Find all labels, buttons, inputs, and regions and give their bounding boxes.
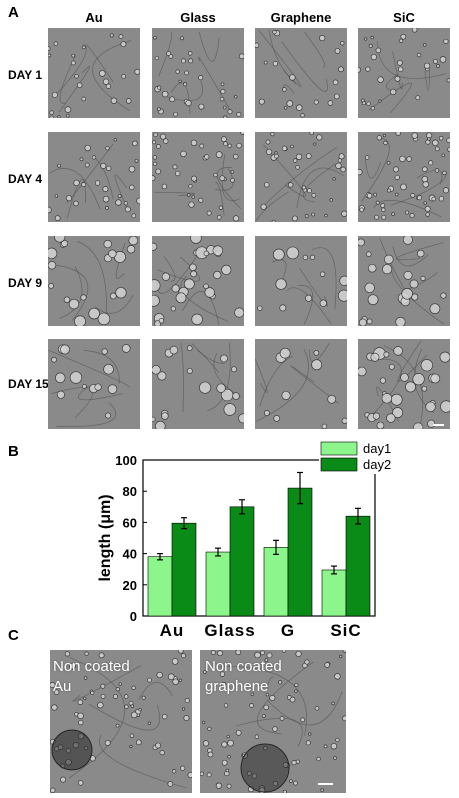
micrograph-noncoated-au bbox=[50, 650, 192, 793]
y-axis-label: length (μm) bbox=[97, 494, 114, 581]
column-header-sic: SiC bbox=[393, 10, 415, 25]
bar-day1 bbox=[321, 569, 347, 617]
caption-noncoated-au: Non coated Au bbox=[53, 657, 130, 697]
micrograph bbox=[48, 132, 140, 222]
micrograph bbox=[152, 236, 244, 326]
caption-line2: Au bbox=[53, 678, 72, 695]
y-tick-label: 40 bbox=[123, 547, 137, 562]
micrograph-noncoated-graphene bbox=[200, 650, 346, 793]
caption-line2: graphene bbox=[205, 678, 269, 695]
micrograph bbox=[358, 132, 450, 222]
column-header-au: Au bbox=[85, 10, 103, 25]
caption-line1: Non coated bbox=[205, 658, 282, 675]
caption-noncoated-graphene: Non coated graphene bbox=[205, 657, 282, 697]
x-tick-label: SiC bbox=[330, 621, 361, 638]
y-tick-label: 20 bbox=[123, 578, 137, 593]
micrograph bbox=[358, 236, 450, 326]
micrograph bbox=[255, 236, 347, 326]
micrograph bbox=[48, 28, 140, 118]
column-header-glass: Glass bbox=[180, 10, 216, 25]
panel-a-letter: A bbox=[8, 4, 19, 21]
micrograph bbox=[255, 132, 347, 222]
row-label-day1: DAY 1 bbox=[8, 68, 43, 82]
row-label-day4: DAY 4 bbox=[8, 172, 43, 186]
column-header-graphene: Graphene bbox=[270, 10, 332, 25]
micrograph bbox=[48, 236, 140, 326]
x-tick-label: Glass bbox=[204, 621, 255, 638]
legend-swatch-day1 bbox=[320, 441, 358, 456]
bar-day1 bbox=[205, 551, 231, 617]
micrograph bbox=[255, 28, 347, 118]
bar-chart: 0 20 40 60 80 100 length (μm) Au Glass G SiC day1da… bbox=[97, 440, 415, 638]
legend-label-day2: day2 bbox=[363, 457, 391, 472]
y-tick-label: 0 bbox=[130, 609, 137, 624]
cell-cluster bbox=[240, 743, 290, 793]
bar-day2 bbox=[345, 515, 371, 617]
micrograph bbox=[48, 339, 140, 429]
micrograph bbox=[358, 339, 450, 429]
x-tick-label: G bbox=[281, 621, 295, 638]
y-tick-label: 80 bbox=[123, 484, 137, 499]
micrograph bbox=[152, 339, 244, 429]
micrograph bbox=[152, 132, 244, 222]
row-label-day9: DAY 9 bbox=[8, 276, 43, 290]
micrograph bbox=[152, 28, 244, 118]
panel-b-letter: B bbox=[8, 443, 19, 460]
bar-day2 bbox=[171, 522, 197, 617]
bar-day2 bbox=[229, 506, 255, 617]
cell-cluster bbox=[51, 729, 93, 771]
bar-day1 bbox=[147, 556, 173, 617]
plot-frame bbox=[142, 459, 376, 617]
bar-day1 bbox=[263, 547, 289, 617]
micrograph bbox=[358, 28, 450, 118]
micrograph bbox=[255, 339, 347, 429]
x-tick-label: Au bbox=[160, 621, 185, 638]
bar-day2 bbox=[287, 487, 313, 617]
caption-line1: Non coated bbox=[53, 658, 130, 675]
panel-c-letter: C bbox=[8, 627, 19, 644]
legend-swatch-day2 bbox=[320, 457, 358, 472]
y-tick-label: 60 bbox=[123, 515, 137, 530]
row-label-day15: DAY 15 bbox=[8, 377, 49, 391]
y-tick-label: 100 bbox=[115, 453, 137, 468]
legend-label-day1: day1 bbox=[363, 441, 391, 456]
